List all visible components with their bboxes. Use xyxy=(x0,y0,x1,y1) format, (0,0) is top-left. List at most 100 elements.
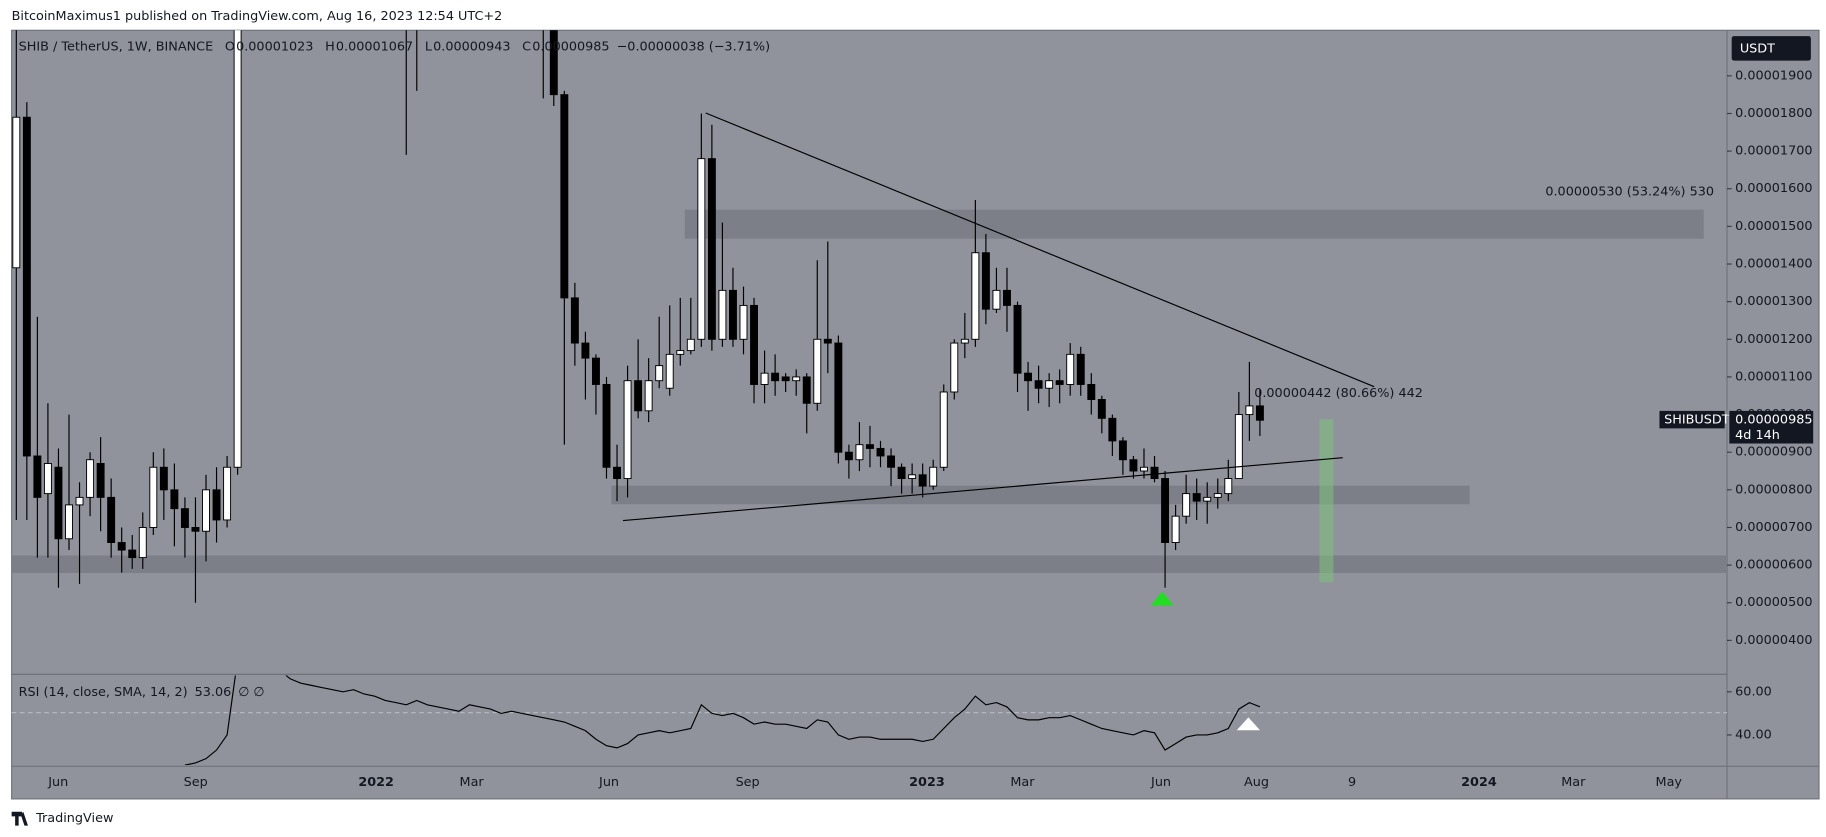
candle-body xyxy=(750,304,758,385)
candle-body xyxy=(54,466,63,540)
symbol-tag xyxy=(1659,410,1725,429)
candle-body xyxy=(1087,383,1096,400)
y-tick-label: 0.00001900 xyxy=(1735,68,1812,83)
candle-body xyxy=(834,342,843,453)
y-tick-label: 0.00000800 xyxy=(1735,482,1812,497)
candle-body xyxy=(939,391,948,468)
candle-body xyxy=(86,459,95,498)
candle-body xyxy=(43,463,52,495)
candle-body xyxy=(981,252,990,310)
candles xyxy=(12,30,1264,603)
candle-body xyxy=(897,466,906,480)
y-tick-label: 0.00000700 xyxy=(1735,520,1812,535)
y-tick-label: 0.00000500 xyxy=(1735,595,1812,610)
annotation: 0.00000530 (53.24%) 530 xyxy=(1545,185,1714,200)
change: −0.00000038 (−3.71%) xyxy=(617,39,771,54)
rsi-extra: ∅ ∅ xyxy=(238,684,264,699)
candle-body xyxy=(75,496,84,506)
candle-body xyxy=(570,297,579,344)
candle-body xyxy=(149,466,158,528)
rsi-pane xyxy=(184,675,1261,766)
candle-body xyxy=(1097,399,1106,419)
candle-body xyxy=(1045,380,1054,389)
ohlc-value: 0.00000985 xyxy=(532,39,609,54)
candle-body xyxy=(739,304,748,340)
y-tick-label: 0.00001100 xyxy=(1735,369,1812,384)
candle-body xyxy=(1108,417,1117,442)
x-tick-label: Aug xyxy=(1244,775,1269,790)
drawings xyxy=(11,209,1728,583)
candle-body xyxy=(992,289,1001,310)
rsi-tick-label: 60.00 xyxy=(1735,684,1772,699)
candle-body xyxy=(107,496,116,543)
candle-body xyxy=(707,158,716,340)
green-arrow xyxy=(1150,591,1174,606)
candle-body xyxy=(191,527,200,532)
candle-body xyxy=(844,451,853,461)
candle-body xyxy=(950,342,959,393)
x-tick-label: Sep xyxy=(184,775,208,790)
candle-body xyxy=(929,466,938,487)
y-tick-label: 0.00001700 xyxy=(1735,144,1812,159)
candle-body xyxy=(634,380,643,412)
candle-body xyxy=(697,158,706,340)
candle-body xyxy=(1245,405,1254,416)
y-tick-label: 0.00000400 xyxy=(1735,633,1812,648)
y-tick-label: 0.00000600 xyxy=(1735,558,1812,573)
candle-body xyxy=(117,542,126,551)
candle-body xyxy=(591,357,600,385)
ascending-trendline xyxy=(622,457,1343,522)
rsi-title: RSI (14, close, SMA, 14, 2) xyxy=(19,684,188,699)
candle-body xyxy=(887,455,896,468)
candle-body xyxy=(960,338,969,344)
symbol-legend: SHIB / TetherUS, 1W, BINANCE O0.00001023 H… xyxy=(19,39,770,54)
candle-body xyxy=(223,466,232,521)
rsi-last: 53.06 xyxy=(195,684,232,699)
x-tick-label: Jun xyxy=(47,775,68,790)
ohlc-value: 0.00001067 xyxy=(336,39,413,54)
countdown: 4d 14h xyxy=(1735,428,1780,443)
candle-body xyxy=(138,527,147,559)
candle-body xyxy=(212,489,221,521)
x-tick-label: Jun xyxy=(598,775,619,790)
annotation: 0.00000442 (80.66%) 442 xyxy=(1254,386,1423,401)
price-tag-label: 0.00000985 xyxy=(1735,413,1812,428)
brand: TradingView xyxy=(35,811,113,826)
chart-background xyxy=(11,29,1820,800)
rsi-tick-label: 40.00 xyxy=(1735,727,1772,742)
candle-body xyxy=(1150,466,1159,480)
x-tick-label: Mar xyxy=(460,775,485,790)
candle-body xyxy=(233,30,242,468)
candle-body xyxy=(1055,380,1064,385)
candle-body xyxy=(1024,372,1033,382)
currency-label[interactable]: USDT xyxy=(1740,41,1775,56)
candle-body xyxy=(686,338,695,352)
x-tick-label: May xyxy=(1656,775,1683,790)
symbol-name: SHIB / TetherUS, 1W, BINANCE xyxy=(19,39,214,54)
candle-body xyxy=(65,504,73,540)
x-tick-label: Sep xyxy=(736,775,760,790)
x-tick-label: 2023 xyxy=(909,775,945,790)
ohlc-value: 0.00000943 xyxy=(433,39,510,54)
candle-body xyxy=(1171,515,1180,543)
candle-body xyxy=(866,444,874,449)
candle-body xyxy=(22,116,31,457)
currency-button[interactable] xyxy=(1731,36,1811,61)
x-tick-label: Mar xyxy=(1010,775,1035,790)
candle-body xyxy=(1213,493,1222,498)
y-tick-label: 0.00001200 xyxy=(1735,332,1812,347)
candle-body xyxy=(771,372,780,382)
candle-body xyxy=(1066,353,1075,385)
x-tick-label: 2022 xyxy=(358,775,394,790)
candle-body xyxy=(1013,304,1022,374)
candle-body xyxy=(729,289,737,340)
candle-body xyxy=(549,30,558,96)
candle-body xyxy=(96,463,105,498)
ohlc-key: C xyxy=(522,39,531,54)
candle-body xyxy=(12,116,21,269)
candle-body xyxy=(581,342,590,359)
y-tick-label: 0.00001400 xyxy=(1735,257,1812,272)
y-tick-label: 0.00001600 xyxy=(1735,181,1812,196)
candle-body xyxy=(665,353,674,389)
